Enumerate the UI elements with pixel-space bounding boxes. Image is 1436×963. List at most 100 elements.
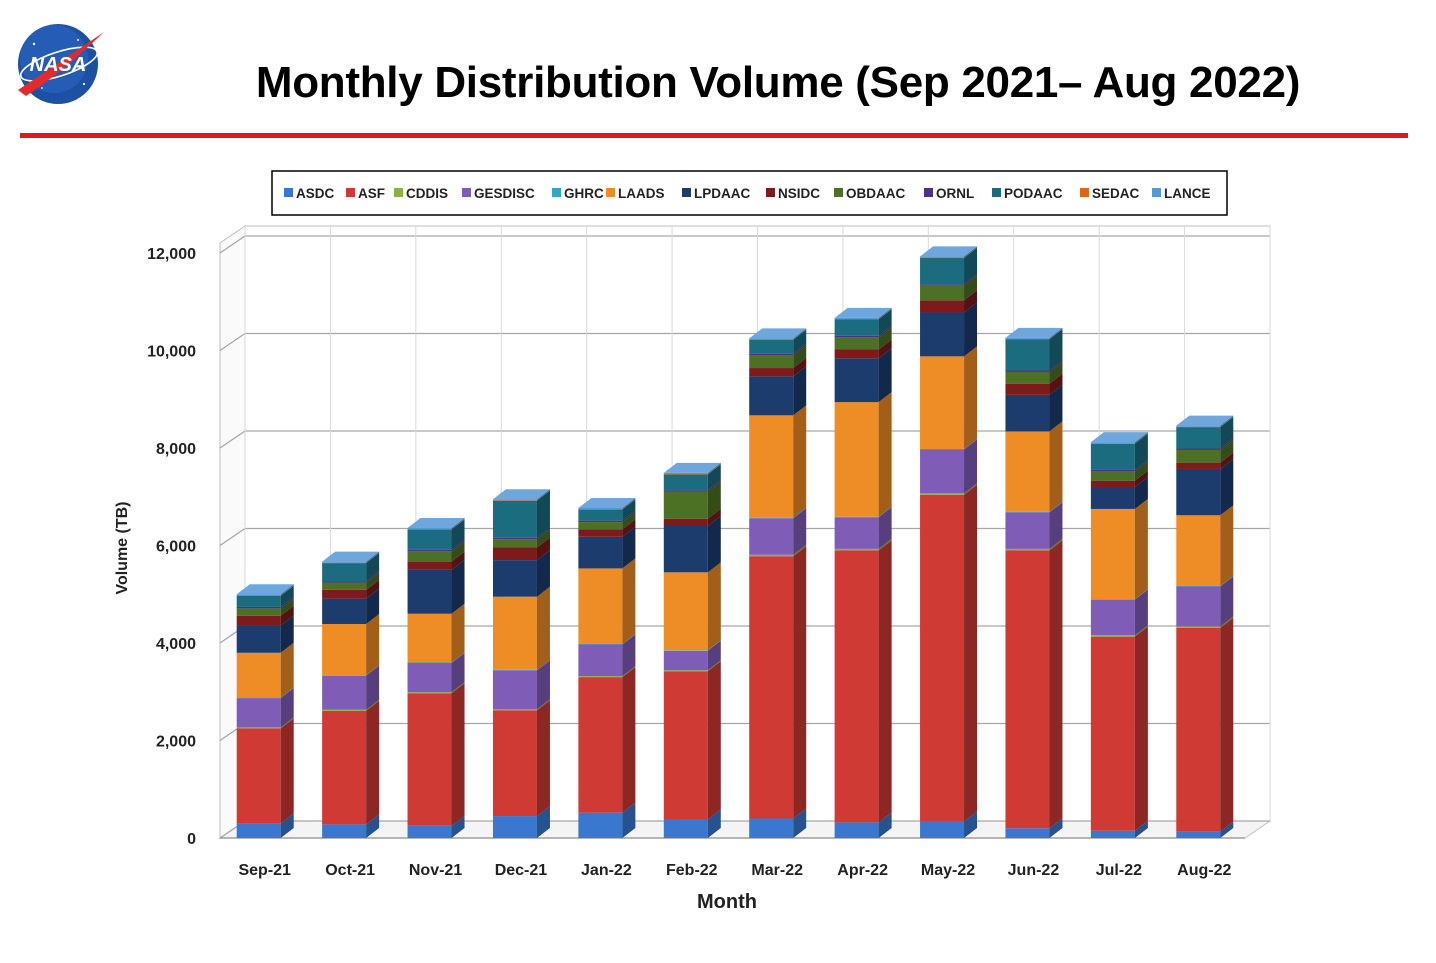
bar-segment-side	[280, 813, 294, 838]
bar-segment-side	[1049, 501, 1063, 513]
bar-segment-obdaac	[834, 337, 879, 350]
bar-segment-asdc	[1090, 830, 1135, 838]
x-tick-label: Sep-21	[238, 862, 291, 879]
bar-segment-side	[793, 358, 807, 377]
bar-top-cap	[749, 328, 807, 339]
bar-segment-obdaac	[1005, 371, 1050, 384]
bar-segment-side	[622, 526, 636, 569]
y-tick-label: 0	[187, 831, 196, 848]
bar-segment-cddis	[322, 709, 367, 711]
y-tick-label: 4,000	[156, 636, 196, 653]
bar-segment-side	[878, 538, 892, 551]
bar-segment-side	[707, 809, 721, 838]
bar-segment-side	[793, 329, 807, 340]
y-tick-label: 2,000	[156, 734, 196, 751]
bar-segment-obdaac	[663, 491, 708, 519]
bar-stack	[492, 489, 550, 838]
legend-item-cddis: CDDIS	[406, 186, 448, 201]
bar-segment-side	[1220, 617, 1234, 832]
legend-swatch-asdc	[284, 188, 293, 197]
bar-segment-side	[1134, 470, 1148, 487]
bar-segment-asdc	[236, 823, 281, 838]
bar-top-cap	[1005, 327, 1063, 338]
bar-segment-side	[707, 640, 721, 651]
bar-segment-side	[707, 660, 721, 672]
bar-segment-side	[536, 489, 550, 501]
gridline-depth	[219, 430, 246, 449]
legend-swatch-ornl	[924, 188, 933, 197]
bar-segment-side	[622, 499, 636, 521]
svg-text:NASA: NASA	[30, 54, 87, 76]
bar-segment-lpdaac	[578, 536, 623, 569]
bar-segment-ornl	[1176, 448, 1221, 450]
bar-segment-asf	[1090, 636, 1135, 831]
bar-segment-ghrc	[834, 516, 879, 518]
legend-item-sedac: SEDAC	[1092, 186, 1140, 201]
bar-segment-lance	[578, 507, 623, 510]
bar-segment-side	[451, 603, 465, 663]
bar-segment-podaac	[920, 257, 965, 285]
legend-swatch-lance	[1152, 188, 1161, 197]
bar-segment-side	[536, 700, 550, 817]
bar-segment-side	[280, 615, 294, 653]
bar-segment-side	[964, 438, 978, 450]
bar-top-cap	[578, 497, 636, 508]
bar-segment-side	[1220, 458, 1234, 516]
bar-segment-obdaac	[1176, 449, 1221, 463]
bar-segment-podaac	[236, 595, 281, 607]
bar-segment-side	[280, 585, 294, 607]
bar-top-cap	[492, 489, 550, 500]
bar-top-cap	[322, 551, 380, 562]
bar-segment-podaac	[1176, 427, 1221, 449]
bar-segment-side	[1049, 421, 1063, 512]
bar-segment-side	[964, 246, 978, 258]
bar-segment-side	[707, 508, 721, 526]
bar-segment-side	[280, 598, 294, 616]
bar-segment-gesdisc	[236, 698, 281, 728]
bar-segment-gesdisc	[578, 644, 623, 677]
bar-segment-side	[536, 527, 550, 540]
bar-segment-lpdaac	[1176, 468, 1221, 516]
bar-segment-asdc	[578, 812, 623, 838]
bar-segment-sedac	[1176, 426, 1221, 428]
bar-segment-side	[1220, 416, 1234, 428]
bar-segment-nsidc	[1090, 480, 1135, 487]
bar-segment-asdc	[834, 822, 879, 838]
bar-segment-cddis	[407, 692, 452, 694]
bar-segment-podaac	[492, 500, 537, 538]
legend-item-asdc: ASDC	[296, 186, 335, 201]
bar-segment-side	[1049, 361, 1063, 384]
bar-segment-ghrc	[492, 669, 537, 671]
bar-segment-side	[536, 699, 550, 711]
bar-segment-side	[1049, 373, 1063, 395]
bar-segment-side	[1220, 452, 1234, 469]
gridline-depth	[219, 332, 246, 352]
bar-segment-side	[793, 328, 807, 340]
bar-segment-side	[1049, 360, 1063, 372]
bar-segment-side	[280, 717, 294, 729]
bar-segment-nsidc	[578, 529, 623, 537]
bar-segment-asf	[834, 550, 879, 823]
bar-segment-side	[280, 584, 294, 596]
bar-segment-side	[1220, 415, 1234, 427]
bar-top-cap	[834, 307, 892, 318]
bar-segment-side	[1049, 329, 1063, 371]
bar-segment-side	[964, 439, 978, 494]
bar-top-cap	[1090, 432, 1148, 443]
bar-segment-cddis	[834, 548, 879, 551]
bar-segment-side	[366, 553, 380, 582]
bar-segment-laads	[663, 572, 708, 651]
bar-segment-side	[1049, 818, 1063, 838]
bar-segment-lpdaac	[1090, 487, 1135, 509]
y-tick-label: 12,000	[147, 246, 196, 263]
bar-segment-ornl	[1005, 370, 1050, 372]
bar-segment-laads	[1005, 431, 1050, 512]
bar-segment-side	[622, 510, 636, 523]
bar-segment-lance	[920, 256, 965, 258]
bar-segment-side	[622, 512, 636, 530]
bar-segment-asf	[749, 556, 794, 819]
legend-swatch-nsidc	[766, 188, 775, 197]
bar-segment-lpdaac	[834, 358, 879, 403]
bar-segment-side	[964, 302, 978, 357]
bar-stack	[578, 497, 636, 838]
